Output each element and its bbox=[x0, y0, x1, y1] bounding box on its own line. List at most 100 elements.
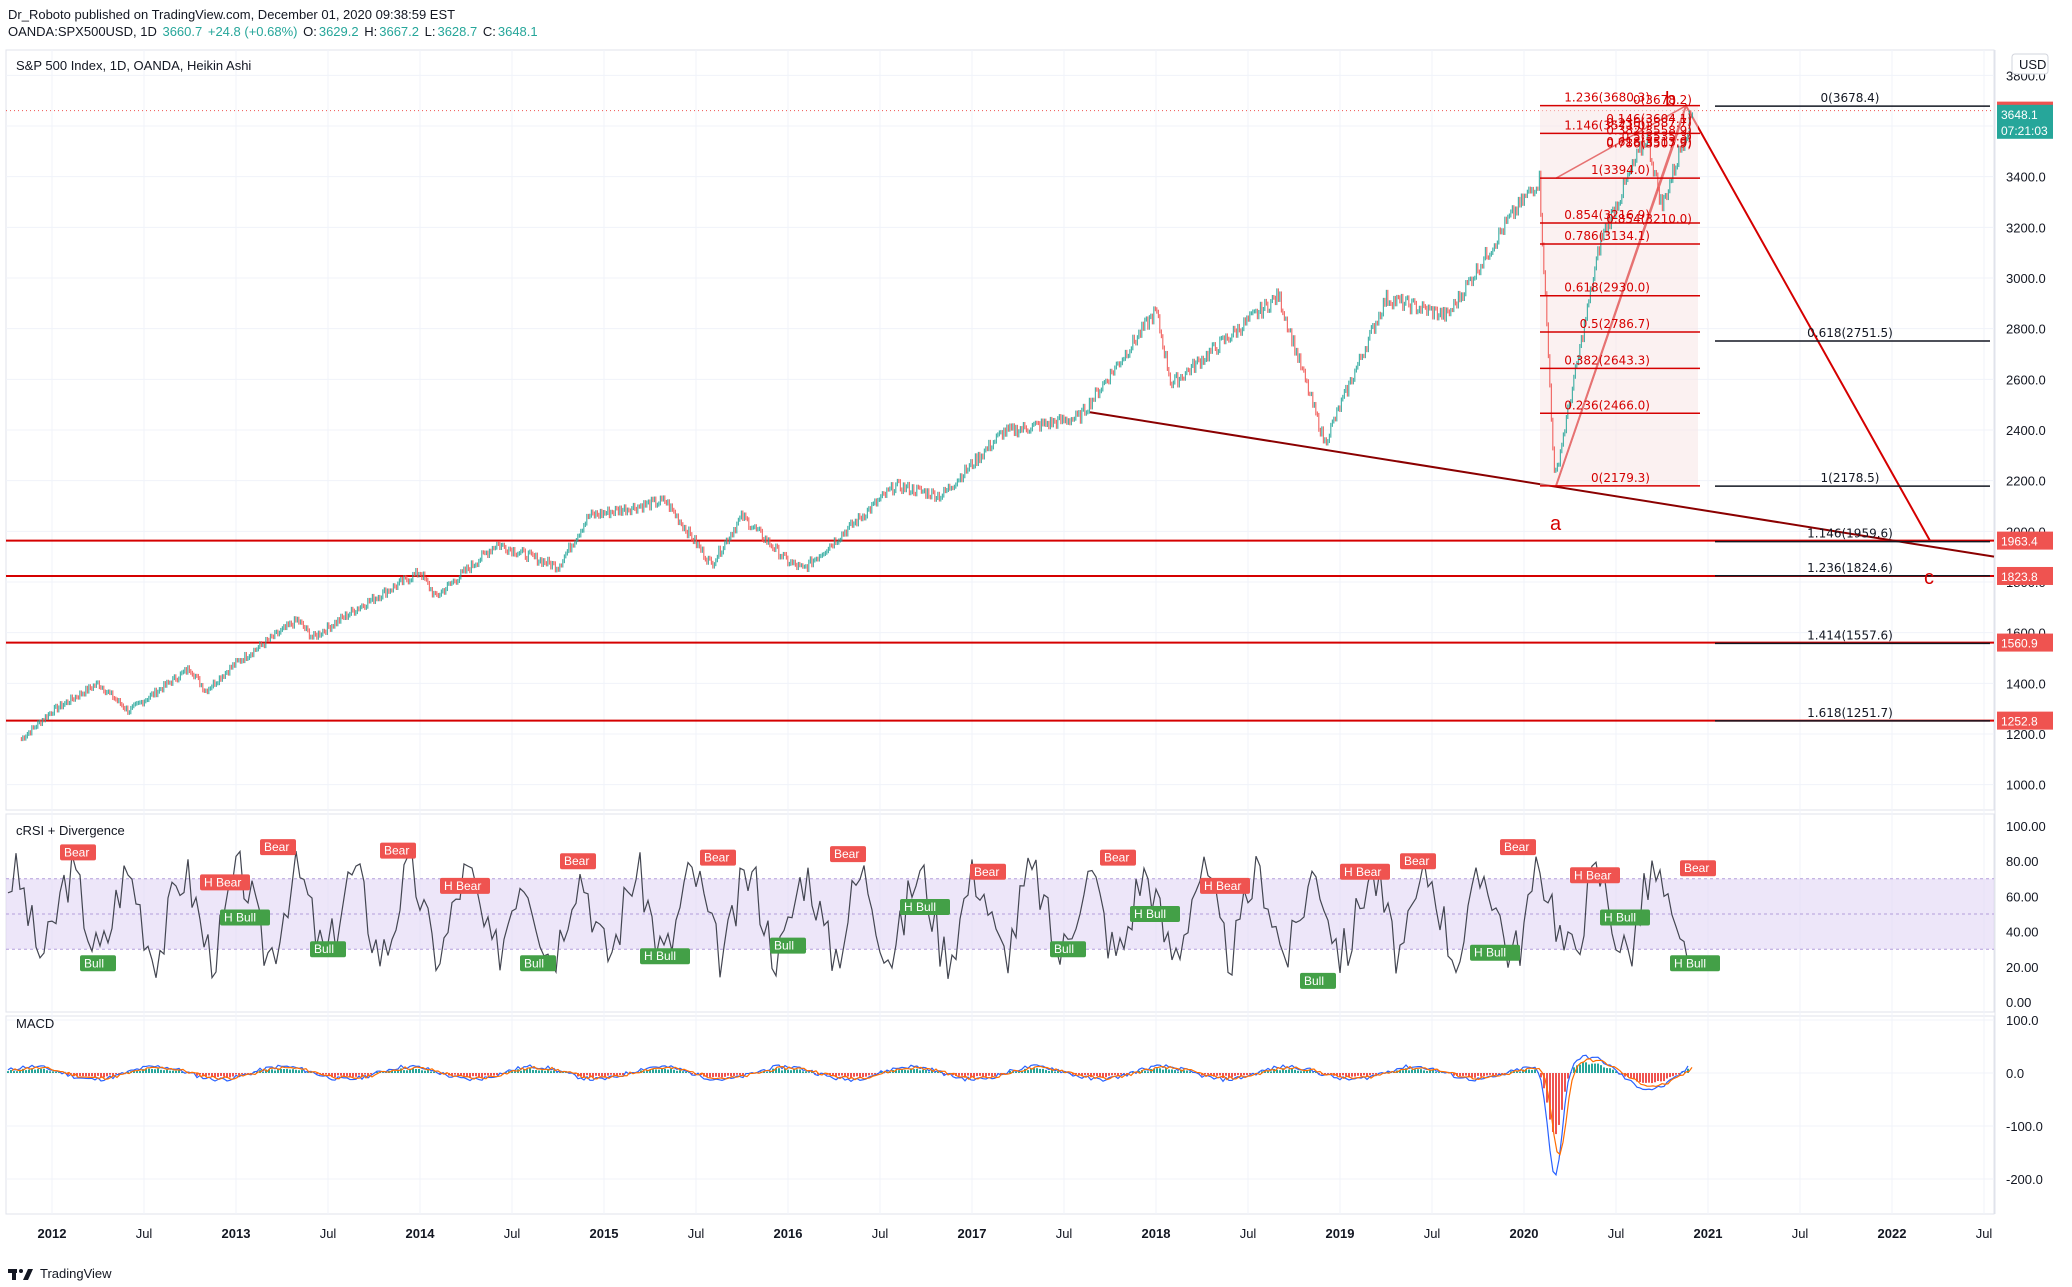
divergence-label: Bull bbox=[1304, 974, 1324, 988]
crsi-series: Bear Bull H Bear H Bull Bear Bull Bear H Bear Bu… bbox=[6, 839, 1994, 989]
divergence-label: H Bull bbox=[1474, 946, 1506, 960]
crsi-tick-label: 20.00 bbox=[2006, 960, 2039, 975]
footer-brand: TradingView bbox=[40, 1266, 112, 1281]
currency-button[interactable] bbox=[2011, 53, 2049, 75]
fib-retracement-label: 0.382(2643.3) bbox=[1564, 353, 1650, 367]
price-tick-label: 3200.0 bbox=[2006, 220, 2046, 235]
divergence-badge bbox=[560, 853, 596, 870]
divergence-label: H Bear bbox=[1574, 868, 1611, 882]
fib-retracement-label: 0.5(2786.7) bbox=[1580, 317, 1650, 331]
crsi-line bbox=[7, 849, 1689, 980]
ohlc-line: OANDA:SPX500USD, 1D 3660.7 +24.8 (+0.68%… bbox=[8, 23, 540, 40]
divergence-label: Bear bbox=[704, 851, 729, 865]
macd-tick-label: -200.0 bbox=[2006, 1172, 2043, 1187]
fib-retracement-label: 1.146(3571.0) bbox=[1564, 118, 1650, 132]
close-label: C: bbox=[482, 24, 496, 39]
divergence-badge bbox=[1500, 839, 1536, 856]
price-tag-label: 1823.8 bbox=[2001, 570, 2038, 584]
divergence-badge bbox=[200, 874, 250, 891]
fib-overlap-label: 0.854(3210.0) bbox=[1606, 212, 1692, 226]
divergence-badge bbox=[640, 948, 690, 965]
fib-overlap-label: 0.146(3604.1) bbox=[1606, 112, 1692, 126]
price-tag bbox=[1997, 104, 2053, 123]
time-tick-label: Jul bbox=[504, 1226, 521, 1241]
macd-signal-line bbox=[11, 1058, 1693, 1156]
footer: TradingView bbox=[8, 1266, 112, 1281]
divergence-badge bbox=[80, 955, 116, 972]
divergence-badge bbox=[1670, 955, 1720, 972]
fib-levels: 1.236(3680.3) 1.146(3571.0) 1(3394.0) 0.854… bbox=[1540, 91, 1990, 722]
divergence-badge bbox=[1470, 944, 1520, 961]
fib-retracement-label: 0.618(2930.0) bbox=[1564, 281, 1650, 295]
close-value: 3648.1 bbox=[497, 24, 538, 39]
price-tag bbox=[1997, 633, 2053, 652]
divergence-badge bbox=[1570, 867, 1620, 884]
time-tick-label: 2018 bbox=[1142, 1226, 1171, 1241]
price-tick-label: 2600.0 bbox=[2006, 372, 2046, 387]
divergence-label: H Bull bbox=[1604, 911, 1636, 925]
fib-overlap-label: 0.236(3587.7) bbox=[1606, 116, 1692, 130]
divergence-badge bbox=[440, 877, 490, 894]
fib-overlap-label: 0.382(3558.9) bbox=[1606, 123, 1692, 137]
divergence-badge bbox=[1400, 853, 1436, 870]
divergence-badge bbox=[260, 839, 296, 856]
divergence-badge bbox=[1200, 877, 1250, 894]
time-tick-label: Jul bbox=[1056, 1226, 1073, 1241]
divergence-label: Bear bbox=[264, 840, 289, 854]
price-tag bbox=[1997, 531, 2053, 550]
fib-retracement-label: 0(2179.3) bbox=[1591, 471, 1650, 485]
macd-tick-label: -100.0 bbox=[2006, 1119, 2043, 1134]
divergence-badge bbox=[520, 955, 556, 972]
divergence-label: H Bear bbox=[204, 875, 241, 889]
divergence-label: Bear bbox=[1684, 861, 1709, 875]
fib-overlap-label: 0(3678.2) bbox=[1633, 93, 1692, 107]
divergence-badge bbox=[830, 846, 866, 863]
divergence-label: H Bull bbox=[224, 911, 256, 925]
divergence-label: Bull bbox=[774, 939, 794, 953]
divergence-badge bbox=[1340, 863, 1390, 880]
time-tick-label: 2015 bbox=[590, 1226, 619, 1241]
fib-extension-label: 0.618(2751.5) bbox=[1807, 326, 1893, 340]
divergence-label: Bear bbox=[564, 854, 589, 868]
time-tick-label: 2022 bbox=[1878, 1226, 1907, 1241]
price-tag-label: 1560.9 bbox=[2001, 637, 2038, 651]
price-change: +24.8 (+0.68%) bbox=[207, 24, 298, 39]
divergence-label: H Bull bbox=[904, 900, 936, 914]
time-tick-label: 2020 bbox=[1510, 1226, 1539, 1241]
divergence-label: H Bull bbox=[644, 949, 676, 963]
macd-pane-title: MACD bbox=[16, 1016, 54, 1031]
fib-overlap-label: 0.786(3507.9) bbox=[1606, 136, 1692, 150]
divergence-label: Bear bbox=[1504, 840, 1529, 854]
open-label: O: bbox=[303, 24, 317, 39]
time-tick-label: Jul bbox=[136, 1226, 153, 1241]
divergence-badge bbox=[310, 941, 346, 958]
divergence-label: Bear bbox=[384, 844, 409, 858]
time-tick-label: Jul bbox=[1608, 1226, 1625, 1241]
time-tick-label: 2019 bbox=[1326, 1226, 1355, 1241]
fib-extension-label: 0(3678.4) bbox=[1821, 91, 1880, 105]
low-label: L: bbox=[424, 24, 436, 39]
divergence-label: Bear bbox=[834, 847, 859, 861]
time-tick-label: Jul bbox=[688, 1226, 705, 1241]
price-tag bbox=[1997, 120, 2053, 139]
price-tick-label: 2800.0 bbox=[2006, 322, 2046, 337]
price-tick-label: 1200.0 bbox=[2006, 727, 2046, 742]
fib-retracement-label: 0.236(2466.0) bbox=[1564, 398, 1650, 412]
crsi-tick-label: 80.00 bbox=[2006, 854, 2039, 869]
divergence-label: Bull bbox=[524, 956, 544, 970]
divergence-label: Bear bbox=[1404, 854, 1429, 868]
price-tick-label: 1400.0 bbox=[2006, 676, 2046, 691]
crsi-tick-label: 40.00 bbox=[2006, 925, 2039, 940]
time-tick-label: Jul bbox=[872, 1226, 889, 1241]
divergence-label: Bear bbox=[974, 865, 999, 879]
divergence-badge bbox=[380, 842, 416, 859]
time-tick-label: 2021 bbox=[1694, 1226, 1723, 1241]
time-tick-label: Jul bbox=[1792, 1226, 1809, 1241]
price-series bbox=[20, 110, 1693, 742]
macd-line bbox=[7, 1054, 1689, 1177]
divergence-badge bbox=[1300, 972, 1336, 989]
fib-retracement-label: 1.236(3680.3) bbox=[1564, 91, 1650, 105]
divergence-label: H Bear bbox=[1344, 865, 1381, 879]
fib-extension-label: 1.236(1824.6) bbox=[1807, 561, 1893, 575]
